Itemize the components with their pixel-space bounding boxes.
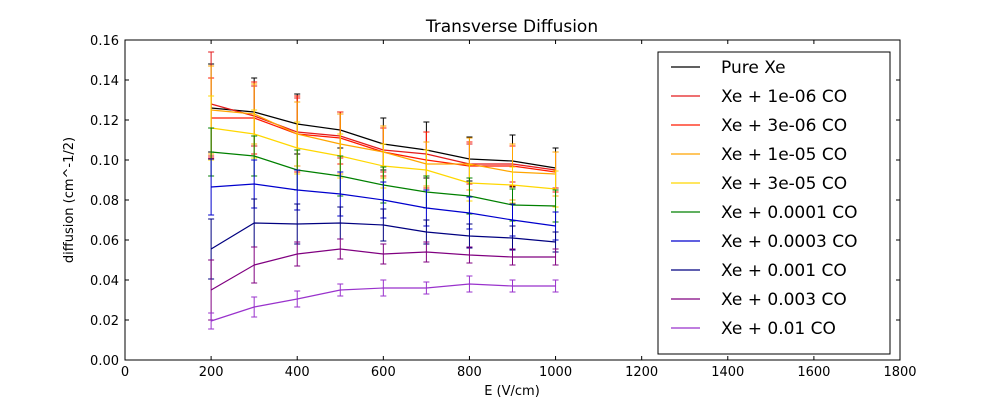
x-tick-label: 1400 [711, 365, 744, 380]
plot-area [208, 51, 559, 330]
y-tick-label: 0.14 [90, 74, 119, 89]
series-line [210, 248, 556, 291]
legend-label: Xe + 3e-06 CO [721, 116, 847, 136]
y-tick-label: 0.06 [90, 234, 119, 249]
x-tick-label: 800 [457, 365, 482, 380]
legend-label: Xe + 0.0001 CO [721, 203, 858, 223]
y-tick-label: 0.04 [90, 274, 119, 289]
legend-box [657, 51, 891, 355]
x-axis: 0 200 400 600 800 1000 1200 1400 1600 1800 [121, 40, 917, 380]
legend-label: Xe + 1e-06 CO [721, 87, 847, 107]
series-line [211, 127, 556, 190]
x-tick-label: 1800 [883, 365, 916, 380]
legend-label: Xe + 0.01 CO [721, 319, 836, 339]
x-tick-label: 600 [371, 365, 396, 380]
y-axis-title: diffusion (cm^-1/2) [62, 137, 77, 263]
y-tick-label: 0.02 [90, 314, 119, 329]
series-line [210, 222, 556, 250]
series-line [210, 283, 556, 322]
x-tick-label: 200 [199, 365, 224, 380]
x-tick-label: 1200 [625, 365, 658, 380]
legend-label: Xe + 3e-05 CO [721, 174, 847, 194]
series-8 [208, 238, 559, 321]
x-axis-title: E (V/cm) [484, 384, 540, 399]
x-tick-label: 400 [285, 365, 310, 380]
x-tick-label: 1000 [539, 365, 572, 380]
chart-title: Transverse Diffusion [425, 17, 598, 37]
series-6 [208, 158, 559, 241]
legend-label: Xe + 1e-05 CO [721, 145, 847, 165]
series-9 [208, 275, 559, 330]
y-tick-label: 0.00 [90, 354, 119, 369]
series-line [211, 183, 556, 227]
legend-label: Xe + 0.001 CO [721, 261, 847, 281]
legend-label: Xe + 0.0003 CO [721, 232, 858, 252]
y-tick-label: 0.12 [90, 114, 119, 129]
series-7 [208, 198, 559, 280]
x-tick-label: 1600 [797, 365, 830, 380]
y-tick-label: 0.16 [90, 34, 119, 49]
y-tick-label: 0.08 [90, 194, 119, 209]
legend: Pure Xe Xe + 1e-06 CO Xe + 3e-06 CO Xe + 1e… [657, 51, 891, 355]
y-axis: 0.00 0.02 0.04 0.06 0.08 0.10 0.12 0.14 0.16 [90, 34, 900, 369]
x-tick-label: 0 [121, 365, 129, 380]
legend-label: Pure Xe [721, 58, 786, 78]
y-tick-label: 0.10 [90, 154, 119, 169]
legend-label: Xe + 0.003 CO [721, 290, 847, 310]
